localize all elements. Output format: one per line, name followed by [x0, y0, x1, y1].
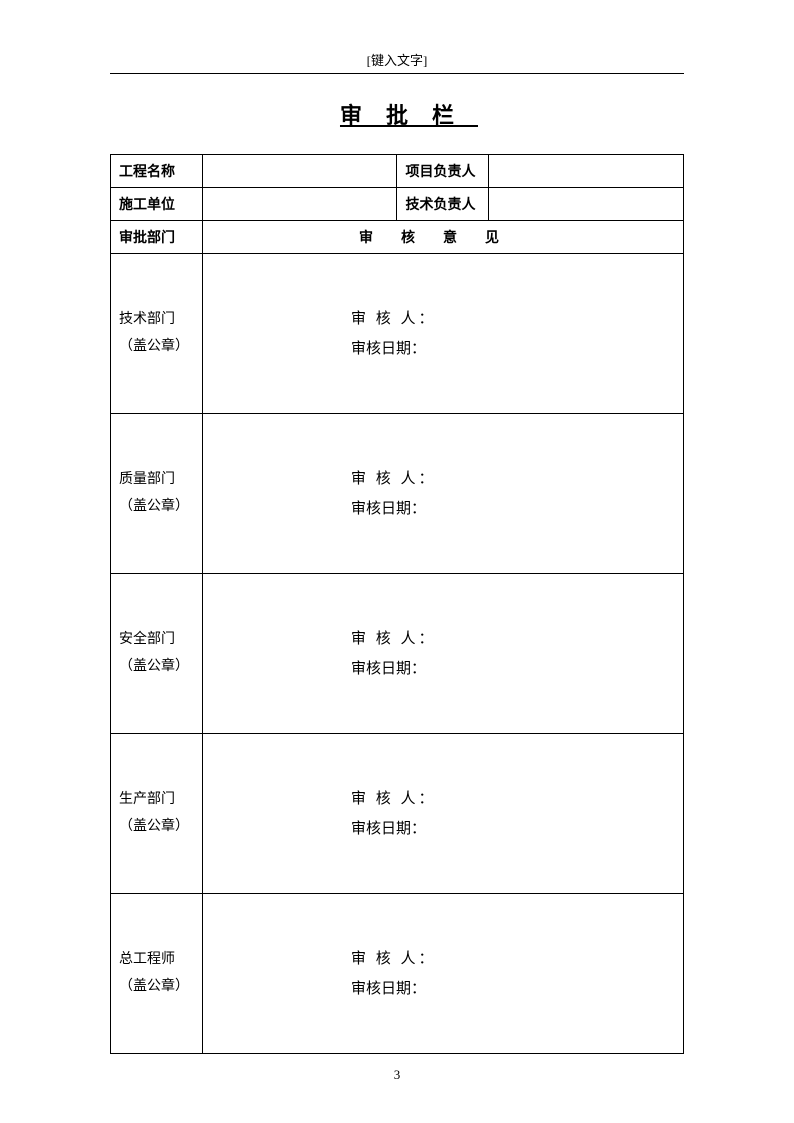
project-leader-label: 项目负责人 — [397, 155, 489, 188]
auditor-label: 审 核 人： — [351, 944, 675, 974]
auditor-label: 审 核 人： — [351, 784, 675, 814]
dept-name: 质量部门 — [119, 467, 194, 494]
auditor-label: 审 核 人： — [351, 624, 675, 654]
sign-block: 审 核 人： 审核日期： — [211, 304, 675, 364]
date-label: 审核日期： — [351, 974, 675, 1004]
dept-row-production: 生产部门 （盖公章） 审 核 人： 审核日期： — [111, 734, 684, 894]
approval-table: 工程名称 项目负责人 施工单位 技术负责人 审批部门 审核意见 技术部门 （盖公… — [110, 154, 684, 1054]
dept-row-safety: 安全部门 （盖公章） 审 核 人： 审核日期： — [111, 574, 684, 734]
dept-stamp: （盖公章） — [119, 974, 194, 1001]
dept-cell-production: 生产部门 （盖公章） — [111, 734, 203, 894]
dept-row-quality: 质量部门 （盖公章） 审 核 人： 审核日期： — [111, 414, 684, 574]
dept-cell-quality: 质量部门 （盖公章） — [111, 414, 203, 574]
dept-name: 安全部门 — [119, 627, 194, 654]
dept-cell-chief-engineer: 总工程师 （盖公章） — [111, 894, 203, 1054]
header-placeholder: [键入文字] — [110, 50, 684, 69]
dept-stamp: （盖公章） — [119, 334, 194, 361]
header-divider — [110, 73, 684, 74]
project-name-label: 工程名称 — [111, 155, 203, 188]
auditor-label: 审 核 人： — [351, 304, 675, 334]
sign-block: 审 核 人： 审核日期： — [211, 944, 675, 1004]
dept-name: 总工程师 — [119, 947, 194, 974]
auditor-label: 审 核 人： — [351, 464, 675, 494]
opinion-header-row: 审批部门 审核意见 — [111, 221, 684, 254]
date-label: 审核日期： — [351, 814, 675, 844]
project-name-value — [203, 155, 397, 188]
page-number: 3 — [0, 1067, 794, 1083]
sign-block: 审 核 人： 审核日期： — [211, 784, 675, 844]
date-label: 审核日期： — [351, 494, 675, 524]
page-title: 审批栏 — [110, 98, 684, 130]
opinion-cell-safety: 审 核 人： 审核日期： — [203, 574, 684, 734]
dept-stamp: （盖公章） — [119, 654, 194, 681]
tech-leader-value — [489, 188, 684, 221]
approval-dept-header: 审批部门 — [111, 221, 203, 254]
opinion-cell-quality: 审 核 人： 审核日期： — [203, 414, 684, 574]
dept-stamp: （盖公章） — [119, 494, 194, 521]
info-row-1: 工程名称 项目负责人 — [111, 155, 684, 188]
dept-name: 生产部门 — [119, 787, 194, 814]
dept-cell-tech: 技术部门 （盖公章） — [111, 254, 203, 414]
dept-cell-safety: 安全部门 （盖公章） — [111, 574, 203, 734]
dept-stamp: （盖公章） — [119, 814, 194, 841]
project-leader-value — [489, 155, 684, 188]
opinion-cell-production: 审 核 人： 审核日期： — [203, 734, 684, 894]
tech-leader-label: 技术负责人 — [397, 188, 489, 221]
opinion-cell-chief-engineer: 审 核 人： 审核日期： — [203, 894, 684, 1054]
construction-unit-label: 施工单位 — [111, 188, 203, 221]
info-row-2: 施工单位 技术负责人 — [111, 188, 684, 221]
dept-row-chief-engineer: 总工程师 （盖公章） 审 核 人： 审核日期： — [111, 894, 684, 1054]
dept-name: 技术部门 — [119, 307, 194, 334]
sign-block: 审 核 人： 审核日期： — [211, 624, 675, 684]
dept-row-tech: 技术部门 （盖公章） 审 核 人： 审核日期： — [111, 254, 684, 414]
page-container: [键入文字] 审批栏 工程名称 项目负责人 施工单位 技术负责人 审批部门 审核… — [0, 0, 794, 1054]
construction-unit-value — [203, 188, 397, 221]
date-label: 审核日期： — [351, 334, 675, 364]
sign-block: 审 核 人： 审核日期： — [211, 464, 675, 524]
opinion-cell-tech: 审 核 人： 审核日期： — [203, 254, 684, 414]
opinion-header: 审核意见 — [203, 221, 684, 254]
date-label: 审核日期： — [351, 654, 675, 684]
